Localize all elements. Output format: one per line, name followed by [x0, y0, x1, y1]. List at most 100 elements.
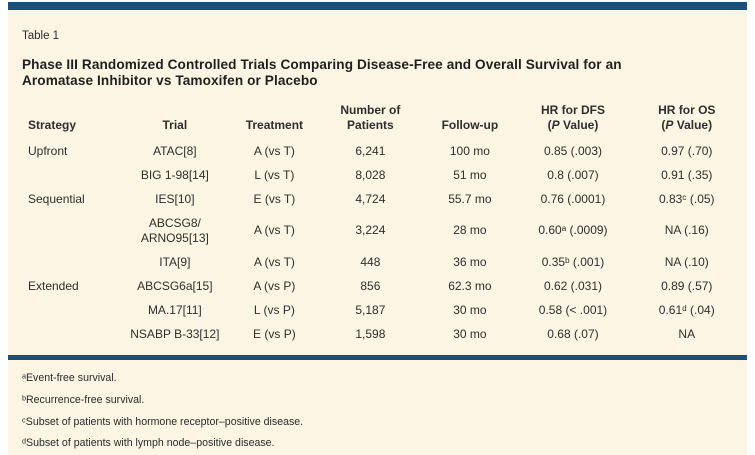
- footnote-text: Recurrence-free survival.: [26, 393, 145, 406]
- col-hr-dfs-line1: HR for DFS: [540, 103, 605, 118]
- cell-treatment: A (vs T): [253, 223, 295, 238]
- table-content-area: Table 1 Phase III Randomized Controlled …: [8, 10, 747, 455]
- cell-patients: 4,724: [355, 191, 386, 206]
- col-number-of-patients: Number of Patients: [306, 103, 434, 139]
- table-row-abcsg8-arno95: ABCSG8/ARNO95[13] A (vs T) 3,224 28 mo 0…: [22, 211, 733, 250]
- cell-patients: 448: [360, 254, 381, 269]
- pvalue-paren: (: [661, 118, 666, 133]
- cell-hr-os: NA (.16): [664, 223, 709, 238]
- table-body: Upfront ATAC[8] A (vs T) 6,241 100 mo 0.…: [22, 139, 733, 346]
- cell-treatment: E (vs T): [253, 191, 296, 206]
- pvalue-paren: (: [547, 118, 552, 133]
- cell-patients: 8,028: [355, 167, 386, 182]
- cell-trial: BIG 1-98[14]: [140, 167, 209, 182]
- col-hr-os-line1: HR for OS: [658, 103, 716, 118]
- footnote-marker: ᵃ: [22, 372, 26, 385]
- cell-treatment: L (vs P): [253, 302, 295, 317]
- cell-trial: ABCSG6a[15]: [137, 278, 213, 293]
- cell-trial: ATAC[8]: [153, 143, 197, 158]
- trials-table: Strategy Trial Treatment Number of Patien…: [22, 103, 733, 346]
- footnote-text: Subset of patients with hormone receptor…: [25, 415, 304, 428]
- cell-hr-os: NA: [678, 326, 696, 341]
- table-row-ma17: MA.17[11] L (vs P) 5,187 30 mo 0.58 (< .…: [22, 298, 733, 322]
- table-title-line1: Phase III Randomized Controlled Trials C…: [22, 57, 622, 72]
- footnote-c: ᶜSubset of patients with hormone recepto…: [22, 416, 733, 429]
- footnotes-section: ᵃEvent-free survival. ᵇRecurrence-free s…: [22, 372, 733, 450]
- table-header: Strategy Trial Treatment Number of Patien…: [22, 103, 733, 139]
- cell-treatment: A (vs T): [253, 143, 295, 158]
- col-followup: Follow-up: [441, 118, 499, 133]
- cell-followup: 100 mo: [449, 143, 490, 158]
- cell-hr-os: 0.83ᶜ (.05): [658, 191, 715, 206]
- cell-strategy: Extended: [28, 278, 79, 293]
- footnote-text: Event-free survival.: [25, 372, 117, 385]
- col-patients-line1: Number of: [340, 103, 401, 118]
- cell-trial: MA.17[11]: [147, 302, 202, 317]
- cell-strategy: [22, 163, 107, 187]
- cell-hr-os: 0.89 (.57): [661, 278, 713, 293]
- cell-trial: ABCSG8/ARNO95[13]: [107, 211, 242, 250]
- cell-treatment: A (vs P): [253, 278, 296, 293]
- footnote-a: ᵃEvent-free survival.: [22, 372, 733, 385]
- table-row-nsabp-b33: NSABP B-33[12] E (vs P) 1,598 30 mo 0.68…: [22, 322, 733, 346]
- footnote-marker: ᵈ: [22, 437, 26, 450]
- cell-patients: 1,598: [355, 326, 386, 341]
- cell-hr-dfs: 0.35ᵇ (.001): [541, 254, 605, 269]
- cell-hr-dfs: 0.60ᵃ (.0009): [538, 223, 608, 238]
- cell-followup: 62.3 mo: [448, 278, 492, 293]
- cell-followup: 30 mo: [453, 326, 487, 341]
- table-title-line2: Aromatase Inhibitor vs Tamoxifen or Plac…: [22, 73, 318, 89]
- footnote-marker: ᶜ: [22, 415, 26, 428]
- table-row-atac: Upfront ATAC[8] A (vs T) 6,241 100 mo 0.…: [22, 139, 733, 163]
- cell-hr-os: 0.61ᵈ (.04): [658, 302, 715, 317]
- cell-followup: 36 mo: [453, 254, 487, 269]
- cell-patients: 5,187: [355, 302, 386, 317]
- cell-followup: 28 mo: [453, 223, 487, 238]
- cell-strategy: [22, 211, 107, 250]
- table-number-label: Table 1: [22, 30, 60, 42]
- pvalue-p-italic: P: [665, 118, 674, 133]
- cell-followup: 30 mo: [453, 302, 487, 317]
- cell-trial: NSABP B-33[12]: [130, 326, 220, 341]
- cell-followup: 55.7 mo: [448, 191, 492, 206]
- cell-patients: 6,241: [355, 143, 386, 158]
- cell-hr-dfs: 0.76 (.0001): [540, 191, 606, 206]
- col-hr-os: HR for OS (P Value): [641, 103, 733, 139]
- col-hr-os-pvalue: (P Value): [641, 118, 733, 133]
- cell-hr-os: 0.91 (.35): [661, 167, 713, 182]
- cell-hr-dfs: 0.58 (< .001): [538, 302, 608, 317]
- footnote-b: ᵇRecurrence-free survival.: [22, 394, 733, 407]
- cell-patients: 856: [360, 278, 381, 293]
- cell-hr-dfs: 0.85 (.003): [543, 143, 602, 158]
- cell-strategy: [22, 250, 107, 274]
- col-strategy: Strategy: [28, 118, 77, 133]
- col-trial: Trial: [162, 118, 188, 133]
- cell-trial: ITA[9]: [159, 254, 191, 269]
- cell-hr-os: NA (.10): [664, 254, 709, 269]
- cell-trial: IES[10]: [155, 191, 195, 206]
- pvalue-suffix: Value): [559, 118, 599, 133]
- header-row: Strategy Trial Treatment Number of Patien…: [22, 103, 733, 139]
- table-row-ies: Sequential IES[10] E (vs T) 4,724 55.7 m…: [22, 187, 733, 211]
- cell-treatment: L (vs T): [254, 167, 295, 182]
- cell-hr-os: 0.97 (.70): [661, 143, 713, 158]
- cell-strategy: [22, 298, 107, 322]
- cell-strategy: [22, 322, 107, 346]
- table-row-big198: BIG 1-98[14] L (vs T) 8,028 51 mo 0.8 (.…: [22, 163, 733, 187]
- cell-hr-dfs: 0.62 (.031): [543, 278, 602, 293]
- pvalue-p-italic: P: [551, 118, 560, 133]
- bottom-navy-rule: [8, 355, 747, 361]
- pvalue-suffix: Value): [673, 118, 713, 133]
- top-navy-bar: [8, 2, 747, 10]
- col-patients-line2: Patients: [347, 118, 394, 133]
- cell-patients: 3,224: [355, 223, 386, 238]
- cell-trial-line2: ARNO95[13]: [140, 230, 209, 245]
- footnote-d: ᵈSubset of patients with lymph node–posi…: [22, 437, 733, 450]
- table-row-abcsg6a: Extended ABCSG6a[15] A (vs P) 856 62.3 m…: [22, 274, 733, 298]
- col-treatment: Treatment: [245, 118, 304, 133]
- cell-treatment: A (vs T): [253, 254, 295, 269]
- table-panel: Table 1 Phase III Randomized Controlled …: [8, 2, 747, 455]
- cell-trial-line1: ABCSG8/: [148, 215, 201, 230]
- table-title: Phase III Randomized Controlled Trials C…: [22, 57, 733, 89]
